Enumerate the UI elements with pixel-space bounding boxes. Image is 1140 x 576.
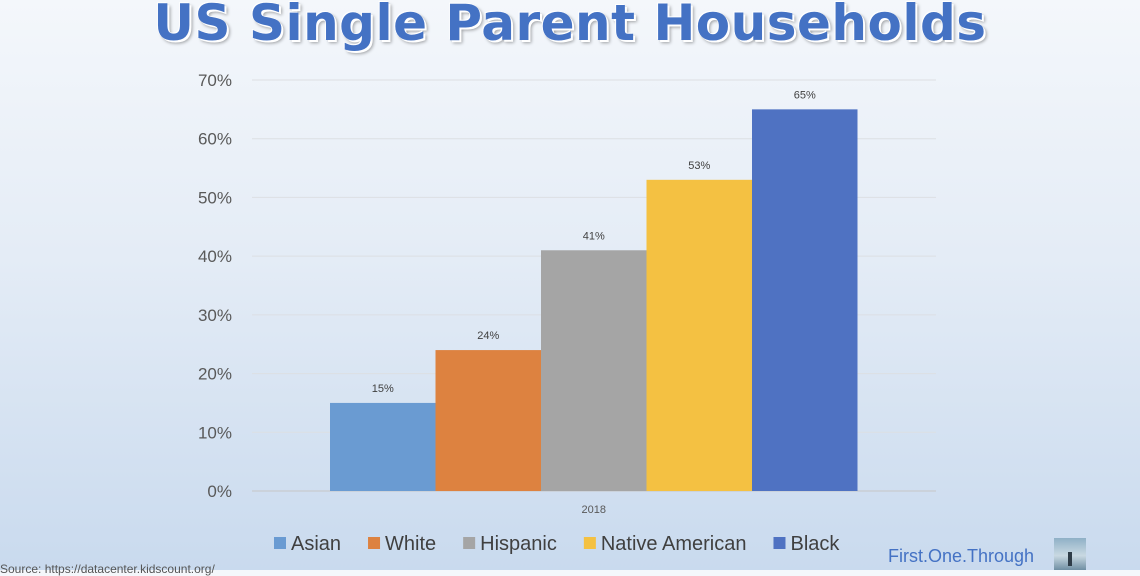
y-tick-label: 30% <box>198 306 232 325</box>
bar-hispanic <box>541 250 647 491</box>
y-axis-ticks: 0% 10% 20% 30% 40% 50% 60% 70% <box>198 71 232 501</box>
bar-native-american <box>646 179 752 492</box>
y-tick-label: 20% <box>198 365 232 384</box>
bar-black <box>752 109 858 491</box>
y-tick-label: 10% <box>198 423 232 442</box>
data-label: 15% <box>372 383 394 395</box>
data-label: 24% <box>477 330 499 342</box>
legend-label: White <box>385 533 436 555</box>
x-axis-categories: 2018 <box>582 504 606 516</box>
brand-logo <box>1054 538 1086 570</box>
legend-swatch <box>274 537 286 549</box>
source-note: Source: https://datacenter.kidscount.org… <box>0 562 215 576</box>
bar-white <box>435 350 541 491</box>
legend-label: Hispanic <box>480 533 557 555</box>
x-category-label: 2018 <box>582 504 606 516</box>
legend-swatch <box>463 537 476 549</box>
data-label: 65% <box>794 89 816 101</box>
chart-title: US Single Parent Households <box>153 0 987 52</box>
legend-swatch <box>583 537 596 549</box>
data-labels: 15% 24% 41% 53% 65% <box>372 89 816 395</box>
y-tick-label: 60% <box>198 130 232 149</box>
legend: Asian White Hispanic Native American Black <box>274 533 840 555</box>
data-label: 53% <box>688 160 710 172</box>
y-tick-label: 70% <box>198 71 232 90</box>
bars <box>330 109 858 492</box>
legend-label: Black <box>790 533 840 555</box>
legend-swatch <box>368 537 381 549</box>
y-tick-label: 40% <box>198 247 232 266</box>
y-tick-label: 50% <box>198 188 232 207</box>
legend-swatch <box>773 537 786 549</box>
legend-label: Asian <box>291 533 341 555</box>
bar-asian <box>330 402 436 491</box>
legend-label: Native American <box>601 533 747 555</box>
y-tick-label: 0% <box>207 482 232 501</box>
data-label: 41% <box>583 230 605 242</box>
brand-label: First.One.Through <box>888 546 1035 566</box>
